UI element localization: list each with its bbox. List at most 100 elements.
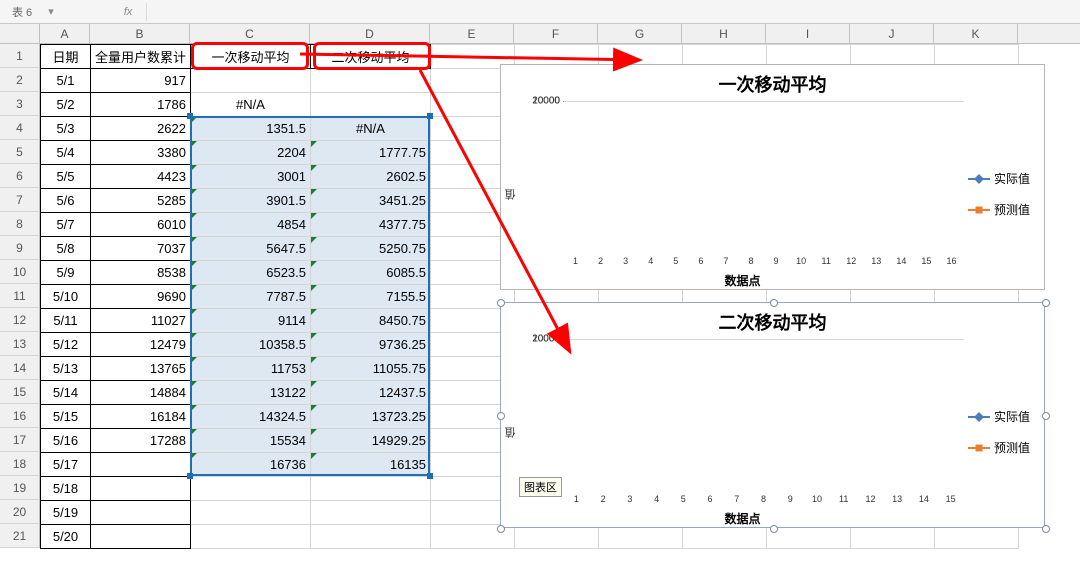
cell-header-D[interactable]: 二次移动平均: [311, 45, 431, 69]
sheet-tab[interactable]: 表 6: [6, 3, 38, 21]
cell-B18[interactable]: [91, 453, 191, 477]
col-head-I[interactable]: I: [766, 24, 850, 43]
cell-B13[interactable]: 12479: [91, 333, 191, 357]
cell-A18[interactable]: 5/17: [41, 453, 91, 477]
cell-C20[interactable]: [191, 501, 311, 525]
cell-A10[interactable]: 5/9: [41, 261, 91, 285]
cell-D13[interactable]: 9736.25: [311, 333, 431, 357]
cell-A15[interactable]: 5/14: [41, 381, 91, 405]
row-head-2[interactable]: 2: [0, 68, 40, 92]
cell-D19[interactable]: [311, 477, 431, 501]
selection-handle[interactable]: [427, 473, 433, 479]
selection-handle[interactable]: [187, 113, 193, 119]
row-head-15[interactable]: 15: [0, 380, 40, 404]
row-head-18[interactable]: 18: [0, 452, 40, 476]
row-head-4[interactable]: 4: [0, 116, 40, 140]
formula-bar-input[interactable]: [146, 3, 1080, 21]
cell-D11[interactable]: 7155.5: [311, 285, 431, 309]
cell-A4[interactable]: 5/3: [41, 117, 91, 141]
cell-D16[interactable]: 13723.25: [311, 405, 431, 429]
cell-C2[interactable]: [191, 69, 311, 93]
cell-C11[interactable]: 7787.5: [191, 285, 311, 309]
row-head-10[interactable]: 10: [0, 260, 40, 284]
cell-D14[interactable]: 11055.75: [311, 357, 431, 381]
cell-A19[interactable]: 5/18: [41, 477, 91, 501]
cell-B15[interactable]: 14884: [91, 381, 191, 405]
cell-D10[interactable]: 6085.5: [311, 261, 431, 285]
cell-D15[interactable]: 12437.5: [311, 381, 431, 405]
cell-B4[interactable]: 2622: [91, 117, 191, 141]
row-head-16[interactable]: 16: [0, 404, 40, 428]
row-head-12[interactable]: 12: [0, 308, 40, 332]
cell-C12[interactable]: 9114: [191, 309, 311, 333]
col-head-K[interactable]: K: [934, 24, 1018, 43]
cell-D18[interactable]: 16135: [311, 453, 431, 477]
cell-B12[interactable]: 11027: [91, 309, 191, 333]
dropdown-icon[interactable]: ▾: [48, 5, 54, 18]
cell-C8[interactable]: 4854: [191, 213, 311, 237]
chart-resize-handle[interactable]: [497, 525, 505, 533]
cell-C17[interactable]: 15534: [191, 429, 311, 453]
cell-B9[interactable]: 7037: [91, 237, 191, 261]
cell-D8[interactable]: 4377.75: [311, 213, 431, 237]
row-head-20[interactable]: 20: [0, 500, 40, 524]
row-head-13[interactable]: 13: [0, 332, 40, 356]
cell-D17[interactable]: 14929.25: [311, 429, 431, 453]
row-head-17[interactable]: 17: [0, 428, 40, 452]
selection-handle[interactable]: [427, 113, 433, 119]
fx-label[interactable]: fx: [124, 6, 133, 18]
chart-resize-handle[interactable]: [497, 412, 505, 420]
cell-A12[interactable]: 5/11: [41, 309, 91, 333]
col-head-J[interactable]: J: [850, 24, 934, 43]
col-head-C[interactable]: C: [190, 24, 310, 43]
cell-B5[interactable]: 3380: [91, 141, 191, 165]
cell-A6[interactable]: 5/5: [41, 165, 91, 189]
cell-A11[interactable]: 5/10: [41, 285, 91, 309]
cell-A20[interactable]: 5/19: [41, 501, 91, 525]
cell-D2[interactable]: [311, 69, 431, 93]
row-head-3[interactable]: 3: [0, 92, 40, 116]
col-head-D[interactable]: D: [310, 24, 430, 43]
chart-resize-handle[interactable]: [770, 299, 778, 307]
cell-B14[interactable]: 13765: [91, 357, 191, 381]
cell-B17[interactable]: 17288: [91, 429, 191, 453]
cell-B2[interactable]: 917: [91, 69, 191, 93]
select-all-corner[interactable]: [0, 24, 40, 43]
cell-A16[interactable]: 5/15: [41, 405, 91, 429]
chart-resize-handle[interactable]: [770, 525, 778, 533]
cell-C19[interactable]: [191, 477, 311, 501]
col-head-F[interactable]: F: [514, 24, 598, 43]
cell-A5[interactable]: 5/4: [41, 141, 91, 165]
chart-resize-handle[interactable]: [1042, 525, 1050, 533]
cell-C9[interactable]: 5647.5: [191, 237, 311, 261]
cell-C13[interactable]: 10358.5: [191, 333, 311, 357]
col-head-G[interactable]: G: [598, 24, 682, 43]
cell-C21[interactable]: [191, 525, 311, 549]
cell-D12[interactable]: 8450.75: [311, 309, 431, 333]
cell-D4[interactable]: #N/A: [311, 117, 431, 141]
cell-C18[interactable]: 16736: [191, 453, 311, 477]
chart-resize-handle[interactable]: [1042, 299, 1050, 307]
cell-C7[interactable]: 3901.5: [191, 189, 311, 213]
row-head-7[interactable]: 7: [0, 188, 40, 212]
row-head-8[interactable]: 8: [0, 212, 40, 236]
cell-header-B[interactable]: 全量用户数累计: [91, 45, 191, 69]
cell-B11[interactable]: 9690: [91, 285, 191, 309]
selection-handle[interactable]: [187, 473, 193, 479]
cell-D6[interactable]: 2602.5: [311, 165, 431, 189]
cell-B20[interactable]: [91, 501, 191, 525]
cell-A13[interactable]: 5/12: [41, 333, 91, 357]
row-head-14[interactable]: 14: [0, 356, 40, 380]
cell-C5[interactable]: 2204: [191, 141, 311, 165]
cell-B8[interactable]: 6010: [91, 213, 191, 237]
cell-B6[interactable]: 4423: [91, 165, 191, 189]
row-head-11[interactable]: 11: [0, 284, 40, 308]
cell-C3[interactable]: #N/A: [191, 93, 311, 117]
chart-second-moving-avg[interactable]: 二次移动平均 值 01000020000 1234567891011121314…: [500, 302, 1045, 528]
cell-C10[interactable]: 6523.5: [191, 261, 311, 285]
row-head-5[interactable]: 5: [0, 140, 40, 164]
cell-C16[interactable]: 14324.5: [191, 405, 311, 429]
cell-A14[interactable]: 5/13: [41, 357, 91, 381]
cell-A7[interactable]: 5/6: [41, 189, 91, 213]
cell-A21[interactable]: 5/20: [41, 525, 91, 549]
